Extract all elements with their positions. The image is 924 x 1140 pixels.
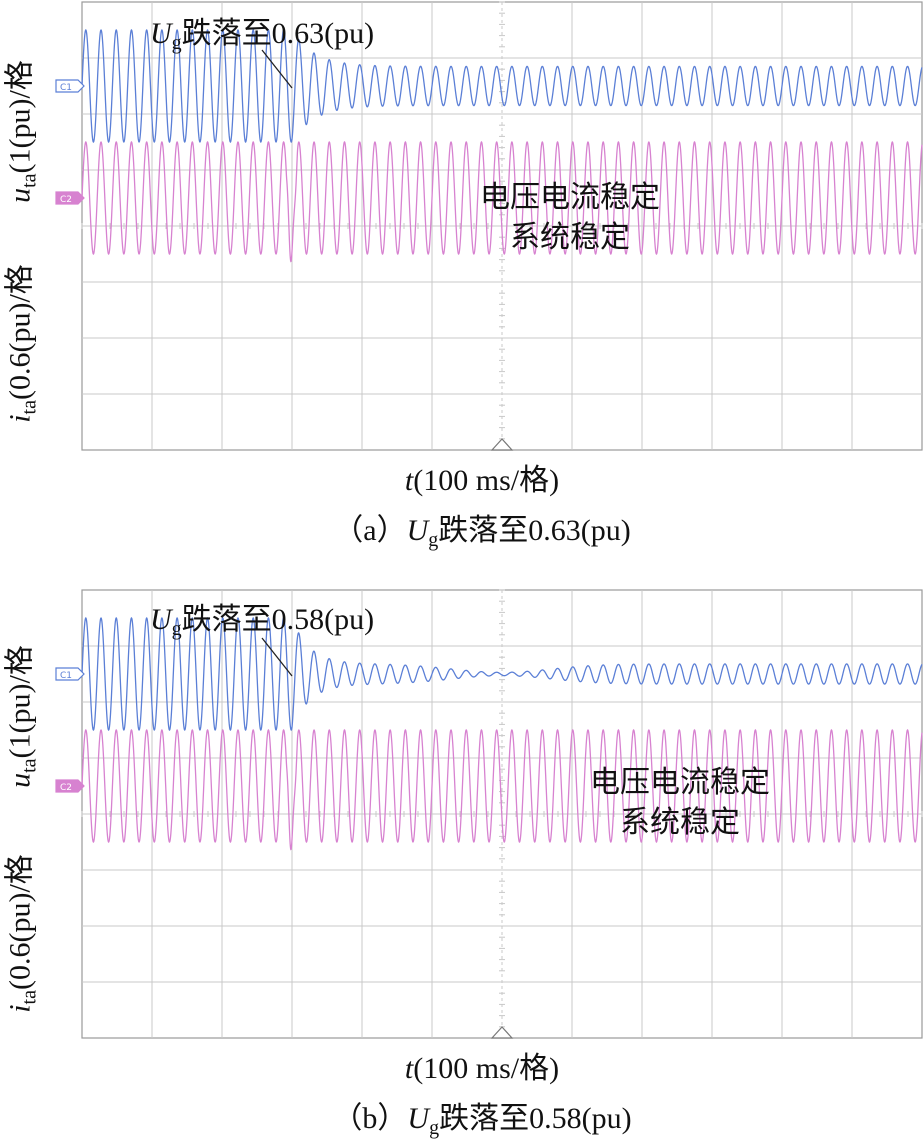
y-axis-label-voltage: uta(1(pu)/格	[3, 645, 41, 788]
y-axis-label-voltage: uta(1(pu)/格	[3, 60, 41, 203]
sag-annotation: Ug跌落至0.63(pu)	[150, 17, 375, 54]
voltage-waveform-c1	[81, 29, 923, 143]
current-waveform-c2	[81, 141, 923, 263]
channel-marker-shape	[55, 191, 85, 205]
y-axis-label-current: ita(0.6(pu)/格	[3, 264, 41, 423]
channel-marker-c2: C2	[55, 779, 85, 793]
oscilloscope-plot: C1 C2	[55, 1, 923, 451]
stability-note: 电压电流稳定 系统稳定	[440, 178, 700, 258]
stability-note: 电压电流稳定 系统稳定	[550, 763, 810, 843]
note-line: 电压电流稳定	[480, 180, 660, 215]
channel-marker-c1: C1	[55, 79, 85, 93]
center-ticks	[81, 1, 923, 451]
trigger-marker	[490, 438, 514, 451]
channel-label-c2: C2	[60, 195, 72, 205]
caption: （a）Ug跌落至0.63(pu)	[333, 514, 631, 551]
annotation-leader-line	[261, 637, 293, 677]
x-axis-label: t(100 ms/格)	[404, 464, 560, 497]
trigger-marker	[490, 1026, 514, 1039]
note-line: 系统稳定	[620, 805, 740, 840]
channel-marker-shape	[55, 79, 85, 93]
channel-marker-c1: C1	[55, 667, 85, 681]
channel-label-c1: C1	[60, 671, 72, 681]
note-line: 系统稳定	[510, 220, 630, 255]
annotation-leader-line	[261, 49, 293, 89]
panel-b: C1 C2 Ug跌落至0.58(pu) 电压电流稳定 系统稳定 uta(1(pu)…	[0, 588, 924, 1139]
channel-label-c1: C1	[60, 83, 72, 93]
caption: （b）Ug跌落至0.58(pu)	[332, 1102, 632, 1139]
channel-marker-shape	[55, 779, 85, 793]
panel-a: C1 C2 Ug跌落至0.63(pu) 电压电流稳定 系统稳定 uta(1(pu)…	[0, 0, 924, 560]
oscilloscope-plot: C1 C2	[55, 589, 923, 1039]
note-line: 电压电流稳定	[590, 765, 770, 800]
channel-marker-shape	[55, 667, 85, 681]
sag-annotation: Ug跌落至0.58(pu)	[150, 603, 375, 640]
voltage-waveform-c1	[81, 617, 923, 731]
channel-marker-c2: C2	[55, 191, 85, 205]
current-waveform-c2	[81, 729, 923, 851]
channel-label-c2: C2	[60, 783, 72, 793]
x-axis-label: t(100 ms/格)	[404, 1052, 560, 1085]
y-axis-label-current: ita(0.6(pu)/格	[3, 854, 41, 1013]
